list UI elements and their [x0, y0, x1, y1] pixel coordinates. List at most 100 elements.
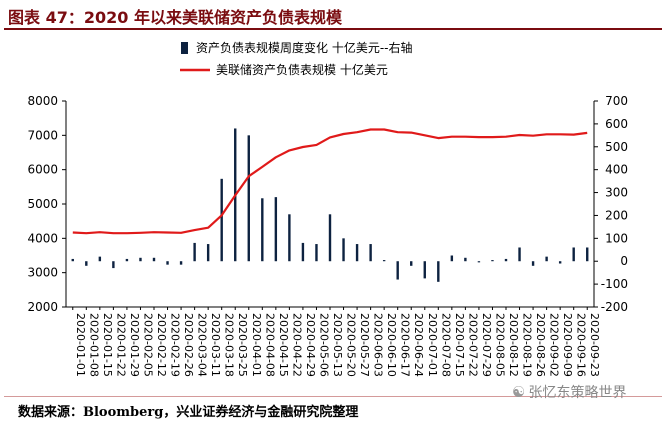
x-tick-label: 2020-07-01	[426, 313, 439, 377]
y-left-tick-label: 8000	[27, 94, 58, 108]
y-right-tick-label: 400	[605, 163, 628, 177]
bar-series	[71, 128, 589, 282]
y-left-tick-label: 4000	[27, 231, 58, 245]
x-tick-label: 2020-04-22	[290, 313, 303, 377]
y-right-tick-label: -200	[601, 300, 628, 314]
y-left-tick-label: 3000	[27, 266, 58, 280]
bar	[179, 261, 183, 265]
x-tick-label: 2020-01-01	[74, 313, 87, 377]
x-tick-label: 2020-05-13	[331, 313, 344, 377]
x-tick-label: 2020-05-06	[318, 313, 331, 377]
bar	[355, 244, 359, 262]
bar	[369, 244, 372, 262]
bar	[112, 261, 115, 269]
y-right-tick-label: 500	[605, 140, 628, 154]
bar	[166, 261, 169, 265]
bar	[274, 197, 278, 262]
bar	[342, 238, 345, 262]
x-tick-label: 2020-01-22	[114, 313, 127, 377]
x-tick-label: 2020-04-29	[304, 313, 317, 377]
x-tick-label: 2020-05-20	[345, 313, 358, 377]
bar	[518, 247, 521, 262]
y-right-tick-label: 0	[620, 254, 628, 268]
watermark: ☯ 张忆东策略世界	[512, 382, 626, 402]
bar	[288, 214, 291, 262]
bar	[247, 135, 250, 262]
bar	[152, 257, 156, 262]
x-tick-label: 2020-06-17	[399, 313, 412, 377]
legend-swatch-bar	[181, 42, 188, 54]
y-right-tick-label: 300	[605, 186, 628, 200]
title-rule	[4, 28, 662, 30]
x-tick-label: 2020-02-26	[182, 313, 195, 377]
wechat-icon: ☯	[512, 383, 526, 401]
bar	[382, 260, 386, 262]
x-tick-label: 2020-03-25	[236, 313, 249, 377]
bar	[301, 242, 305, 262]
x-tick-label: 2020-09-02	[548, 313, 561, 377]
bar	[261, 198, 264, 262]
bar	[531, 261, 535, 266]
bar	[139, 257, 142, 262]
x-tick-label: 2020-09-09	[561, 313, 574, 377]
bar	[450, 255, 454, 262]
bar	[85, 261, 88, 266]
watermark-text: 张忆东策略世界	[528, 385, 627, 401]
x-tick-label: 2020-08-26	[534, 313, 547, 377]
bar	[193, 242, 196, 262]
bar	[545, 256, 548, 262]
y-right-tick-label: 600	[605, 117, 628, 131]
chart-title: 图表 47：2020 年以来美联储资产负债表规模	[8, 8, 342, 27]
bar	[504, 258, 508, 262]
legend-label-line: 美联储资产负债表规模 十亿美元	[216, 62, 388, 77]
x-tick-label: 2020-07-22	[466, 313, 479, 377]
x-tick-label: 2020-09-23	[588, 313, 601, 377]
bar	[572, 247, 575, 262]
y-left-tick-label: 5000	[27, 197, 58, 211]
x-tick-label: 2020-07-15	[453, 313, 466, 377]
x-tick-label: 2020-01-15	[101, 313, 114, 377]
x-tick-label: 2020-06-24	[412, 313, 425, 377]
legend-label-bar: 资产负债表规模周度变化 十亿美元--右轴	[196, 40, 412, 55]
bar	[220, 178, 223, 262]
x-tick-label: 2020-02-19	[169, 313, 182, 377]
x-tick-label: 2020-03-18	[223, 313, 236, 377]
y-right-tick-label: -100	[601, 277, 628, 291]
y-left-tick-label: 6000	[27, 163, 58, 177]
x-tick-label: 2020-01-08	[87, 313, 100, 377]
bar	[125, 258, 129, 262]
x-tick-label: 2020-07-29	[480, 313, 493, 377]
x-tick-label: 2020-06-03	[372, 313, 385, 377]
chart-legend: 资产负债表规模周度变化 十亿美元--右轴 美联储资产负债表规模 十亿美元	[180, 40, 412, 77]
bar	[586, 247, 589, 262]
x-tick-label: 2020-04-01	[250, 313, 263, 377]
bar	[396, 261, 399, 280]
y-right-tick-label: 100	[605, 231, 628, 245]
bar	[71, 258, 74, 262]
bar	[328, 214, 332, 262]
bar	[477, 261, 481, 263]
x-axis-ticks: 2020-01-01 2020-01-08 2020-01-15 2020-01-22…	[72, 307, 601, 377]
x-tick-label: 2020-05-27	[358, 313, 371, 377]
bar	[315, 244, 318, 262]
x-tick-label: 2020-08-19	[521, 313, 534, 377]
x-tick-label: 2020-04-15	[277, 313, 290, 377]
bar	[423, 261, 426, 279]
x-tick-label: 2020-04-08	[263, 313, 276, 377]
source-note: 数据来源：Bloomberg，兴业证券经济与金融研究院整理	[18, 405, 359, 420]
x-tick-label: 2020-09-16	[575, 313, 588, 377]
x-tick-label: 2020-07-08	[439, 313, 452, 377]
y-right-tick-label: 700	[605, 94, 628, 108]
y-left-tick-label: 7000	[27, 128, 58, 142]
bar	[410, 261, 413, 266]
bar	[464, 257, 467, 262]
x-tick-label: 2020-02-05	[142, 313, 155, 377]
y-left-tick-label: 2000	[27, 300, 58, 314]
line-path	[72, 128, 588, 235]
bar	[491, 260, 494, 262]
line-series	[72, 128, 588, 235]
x-tick-label: 2020-08-12	[507, 313, 520, 377]
x-tick-label: 2020-06-10	[385, 313, 398, 377]
bar	[437, 261, 440, 282]
